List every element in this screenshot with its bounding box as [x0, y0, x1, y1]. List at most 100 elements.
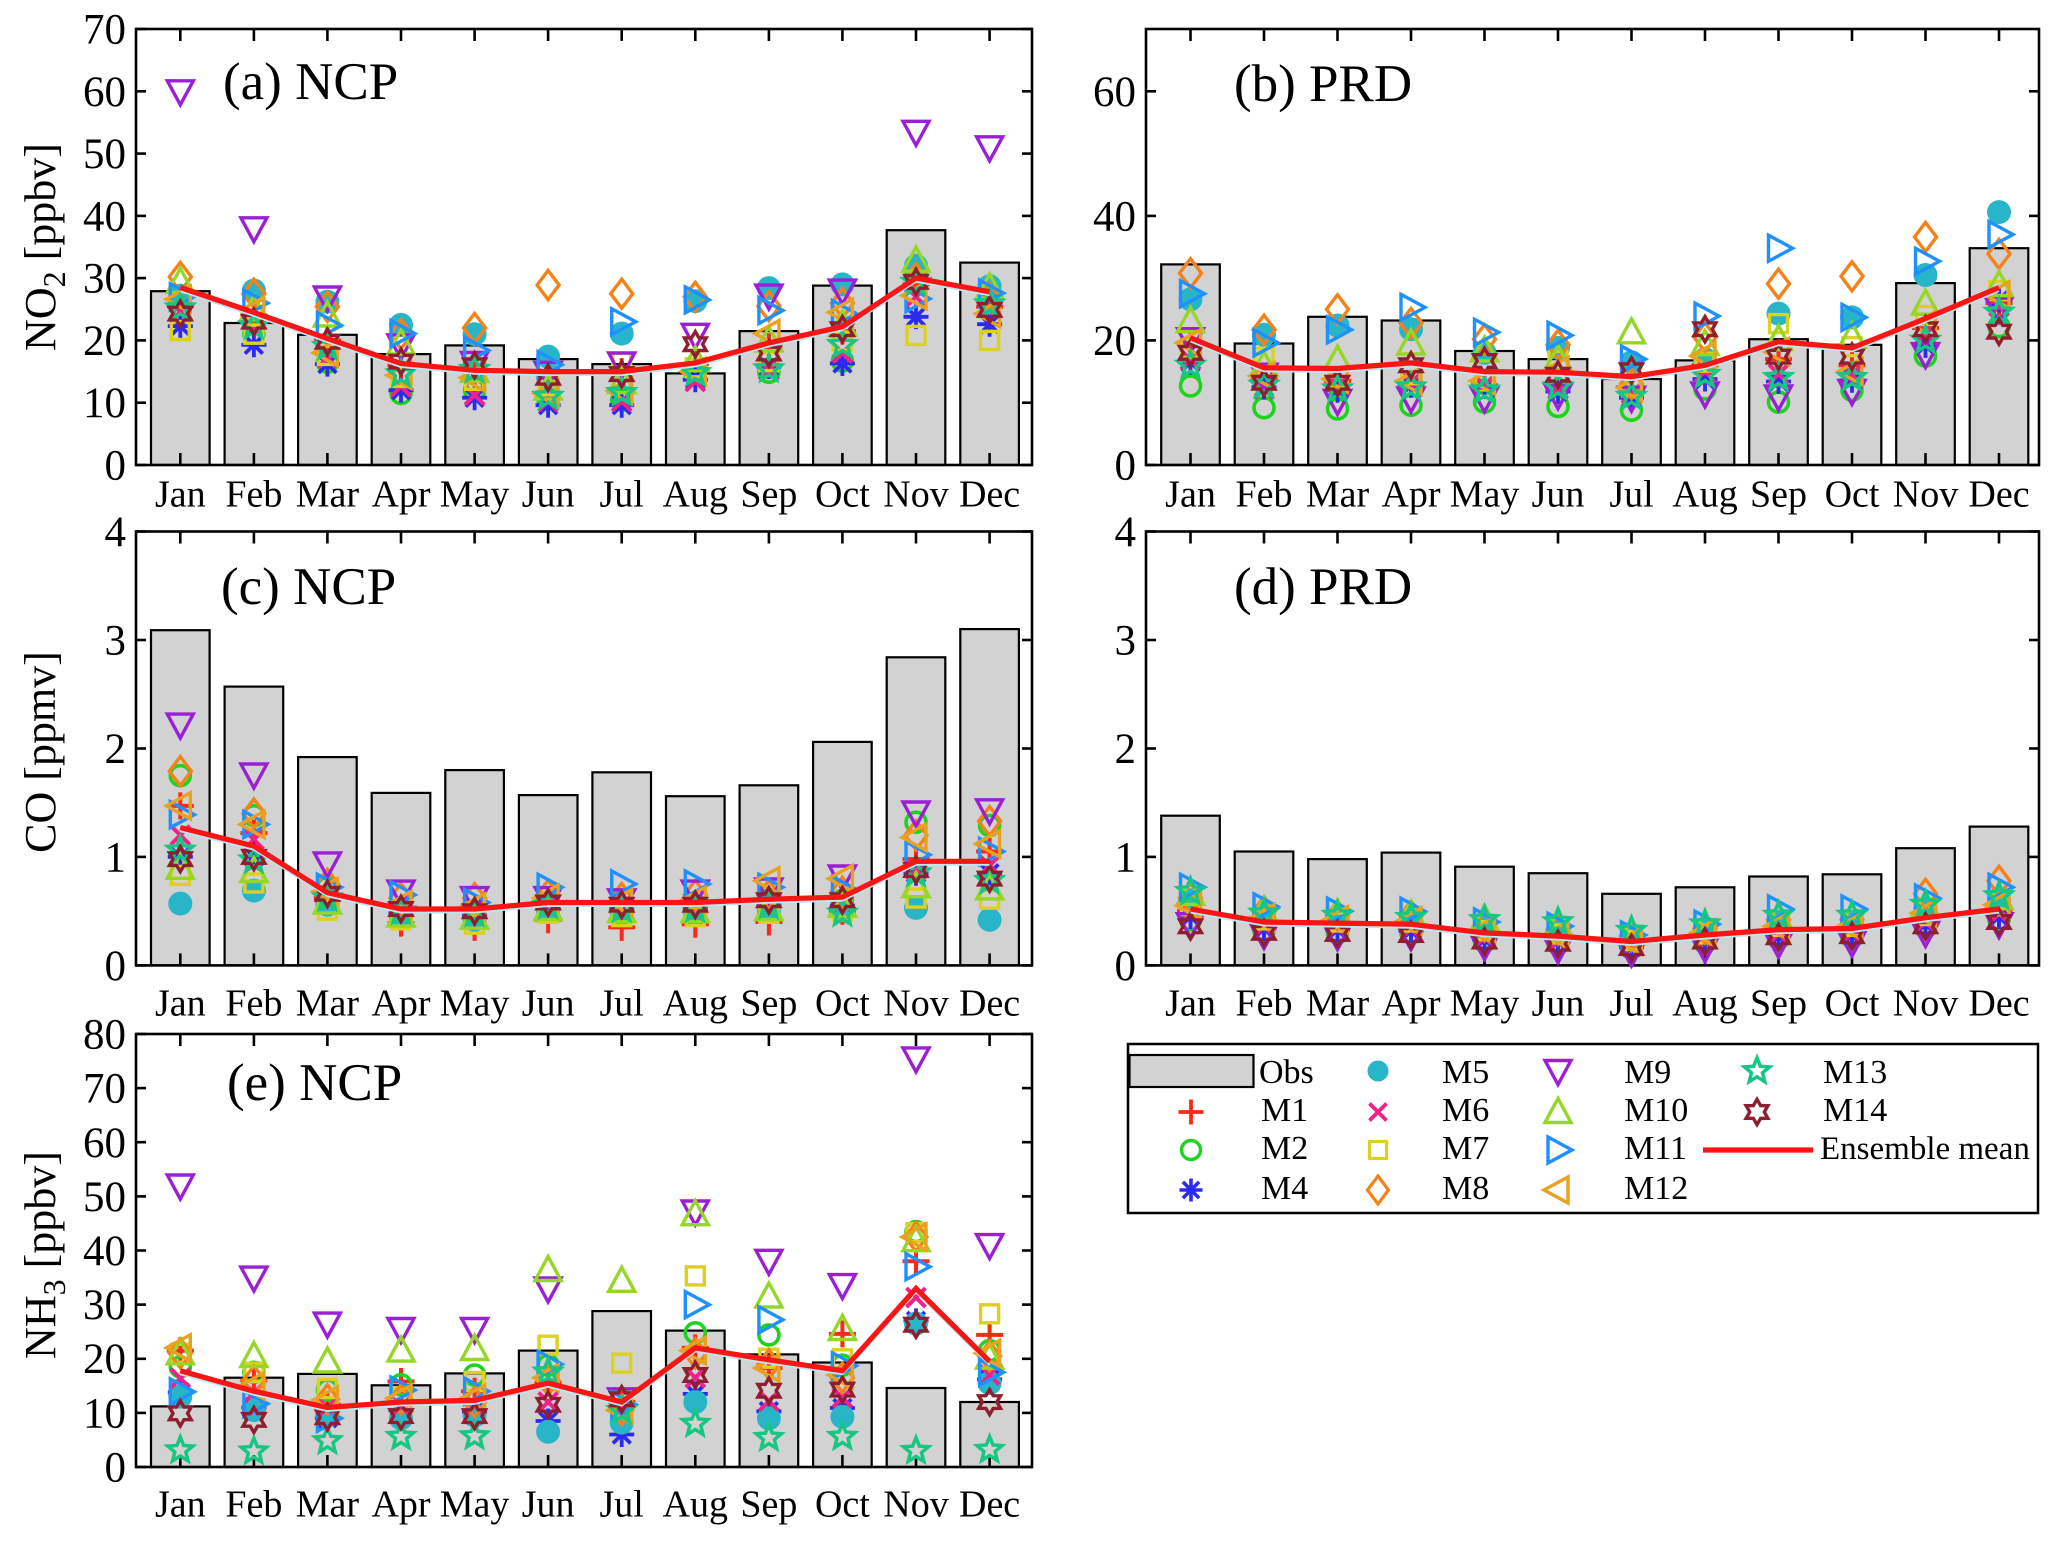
svg-text:Apr: Apr: [1381, 983, 1440, 1025]
svg-text:10: 10: [83, 1390, 126, 1437]
svg-text:Dec: Dec: [1968, 473, 2029, 515]
svg-text:Dec: Dec: [959, 1484, 1020, 1526]
svg-text:60: 60: [83, 1120, 126, 1167]
svg-text:NH3 [ppbv]: NH3 [ppbv]: [16, 1151, 72, 1359]
svg-text:(a) NCP: (a) NCP: [223, 53, 398, 111]
svg-text:Nov: Nov: [883, 983, 948, 1025]
svg-text:3: 3: [1115, 618, 1137, 665]
svg-text:(b) PRD: (b) PRD: [1234, 55, 1412, 113]
svg-text:40: 40: [83, 1228, 126, 1275]
svg-text:60: 60: [1093, 69, 1136, 116]
svg-text:Sep: Sep: [1750, 983, 1807, 1025]
svg-text:40: 40: [83, 193, 126, 240]
svg-text:May: May: [440, 473, 510, 515]
svg-text:Jul: Jul: [600, 1484, 644, 1526]
svg-text:0: 0: [105, 443, 127, 490]
svg-text:3: 3: [105, 618, 127, 665]
svg-text:1: 1: [1115, 834, 1137, 881]
svg-text:Jan: Jan: [155, 983, 206, 1025]
svg-text:M13: M13: [1823, 1054, 1887, 1091]
svg-text:M5: M5: [1442, 1054, 1489, 1091]
svg-text:Jul: Jul: [1609, 473, 1653, 515]
svg-text:Dec: Dec: [1968, 983, 2029, 1025]
svg-text:Feb: Feb: [1236, 983, 1293, 1025]
svg-text:May: May: [440, 983, 510, 1025]
svg-text:Apr: Apr: [1381, 473, 1440, 515]
svg-text:Mar: Mar: [1306, 473, 1370, 515]
svg-text:Oct: Oct: [815, 473, 870, 515]
svg-text:M9: M9: [1624, 1054, 1671, 1091]
svg-text:M8: M8: [1442, 1170, 1489, 1207]
svg-text:Jun: Jun: [1532, 473, 1585, 515]
svg-text:4: 4: [1115, 509, 1137, 556]
svg-text:Nov: Nov: [1893, 983, 1958, 1025]
svg-text:Apr: Apr: [371, 1484, 430, 1526]
svg-text:0: 0: [105, 943, 127, 990]
svg-text:4: 4: [105, 509, 127, 556]
svg-text:0: 0: [1115, 443, 1137, 490]
svg-text:Jan: Jan: [155, 1484, 206, 1526]
svg-text:Aug: Aug: [1672, 473, 1737, 515]
svg-text:M10: M10: [1624, 1092, 1688, 1129]
svg-text:CO [ppmv]: CO [ppmv]: [16, 651, 65, 853]
svg-text:0: 0: [105, 1445, 127, 1492]
svg-text:40: 40: [1093, 193, 1136, 240]
svg-text:50: 50: [83, 1174, 126, 1221]
svg-text:Jun: Jun: [522, 473, 575, 515]
svg-text:M11: M11: [1624, 1130, 1687, 1167]
svg-text:10: 10: [83, 380, 126, 427]
svg-text:0: 0: [1115, 943, 1137, 990]
svg-text:(d) PRD: (d) PRD: [1234, 558, 1412, 616]
svg-text:Nov: Nov: [1893, 473, 1958, 515]
svg-text:(c) NCP: (c) NCP: [221, 558, 396, 616]
svg-text:70: 70: [83, 7, 126, 54]
svg-text:30: 30: [83, 256, 126, 303]
svg-text:Apr: Apr: [371, 473, 430, 515]
svg-text:Oct: Oct: [815, 983, 870, 1025]
svg-text:M12: M12: [1624, 1170, 1688, 1207]
svg-text:May: May: [1450, 983, 1520, 1025]
svg-text:Dec: Dec: [959, 473, 1020, 515]
svg-text:Sep: Sep: [740, 1484, 797, 1526]
svg-text:Nov: Nov: [883, 473, 948, 515]
svg-text:M7: M7: [1442, 1130, 1489, 1167]
svg-text:Jan: Jan: [1165, 473, 1216, 515]
svg-text:20: 20: [83, 1336, 126, 1383]
svg-text:2: 2: [105, 726, 127, 773]
svg-text:M6: M6: [1442, 1092, 1489, 1129]
svg-text:70: 70: [83, 1066, 126, 1113]
svg-text:Oct: Oct: [1825, 473, 1880, 515]
svg-text:Aug: Aug: [663, 983, 728, 1025]
svg-text:Mar: Mar: [296, 1484, 360, 1526]
svg-text:Aug: Aug: [1672, 983, 1737, 1025]
svg-text:Jun: Jun: [1532, 983, 1585, 1025]
svg-text:Nov: Nov: [883, 1484, 948, 1526]
svg-text:2: 2: [1115, 726, 1137, 773]
svg-text:(e) NCP: (e) NCP: [227, 1054, 402, 1112]
svg-text:Obs: Obs: [1259, 1054, 1314, 1091]
svg-text:Sep: Sep: [740, 983, 797, 1025]
svg-text:Ensemble mean: Ensemble mean: [1820, 1131, 2030, 1167]
svg-text:NO2 [ppbv]: NO2 [ppbv]: [16, 143, 72, 351]
svg-text:M1: M1: [1261, 1092, 1308, 1129]
svg-text:Jun: Jun: [522, 1484, 575, 1526]
svg-text:Mar: Mar: [296, 473, 360, 515]
svg-text:Aug: Aug: [663, 1484, 728, 1526]
svg-text:Feb: Feb: [1236, 473, 1293, 515]
svg-text:May: May: [440, 1484, 510, 1526]
svg-text:20: 20: [83, 318, 126, 365]
svg-text:Jul: Jul: [600, 473, 644, 515]
svg-text:Feb: Feb: [225, 983, 282, 1025]
svg-text:Jul: Jul: [1609, 983, 1653, 1025]
svg-text:Jan: Jan: [1165, 983, 1216, 1025]
svg-text:20: 20: [1093, 318, 1136, 365]
svg-text:Dec: Dec: [959, 983, 1020, 1025]
svg-text:Apr: Apr: [371, 983, 430, 1025]
svg-text:Jan: Jan: [155, 473, 206, 515]
svg-text:Sep: Sep: [740, 473, 797, 515]
svg-text:Sep: Sep: [1750, 473, 1807, 515]
svg-text:Jun: Jun: [522, 983, 575, 1025]
svg-text:M14: M14: [1823, 1092, 1887, 1129]
svg-text:80: 80: [83, 1012, 126, 1059]
svg-text:30: 30: [83, 1282, 126, 1329]
